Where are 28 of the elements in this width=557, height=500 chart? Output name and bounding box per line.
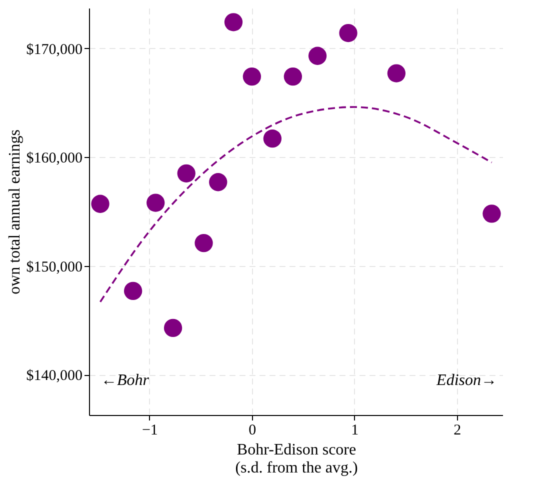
point	[242, 67, 262, 86]
line-series	[99, 106, 493, 303]
annotation: Edison→	[436, 372, 497, 389]
point	[339, 24, 358, 42]
point	[482, 204, 501, 223]
y-tick-label: $150,000	[26, 259, 82, 276]
x-tick-label: 2	[454, 422, 462, 438]
y-axis-title: own total annual earnings	[6, 130, 24, 294]
point	[164, 318, 182, 338]
annotation: ←Bohr	[101, 372, 150, 389]
point	[209, 173, 228, 192]
point	[284, 67, 302, 86]
x-tick-label: −1	[142, 422, 158, 438]
x-axis-title: Bohr-Edison score (s.d. from the avg.)	[235, 442, 358, 476]
y-tick-label: $140,000	[26, 368, 82, 384]
point	[91, 194, 110, 213]
point	[194, 234, 213, 252]
point	[308, 46, 327, 65]
point	[263, 130, 282, 148]
point	[224, 13, 243, 32]
point	[177, 164, 196, 182]
point	[387, 64, 406, 82]
point	[146, 194, 165, 212]
x-tick-label: 0	[248, 422, 256, 438]
point	[124, 282, 142, 300]
y-tick-label: $170,000	[26, 42, 82, 58]
x-tick-label: 1	[351, 422, 359, 438]
y-tick-label: $160,000	[26, 150, 82, 167]
